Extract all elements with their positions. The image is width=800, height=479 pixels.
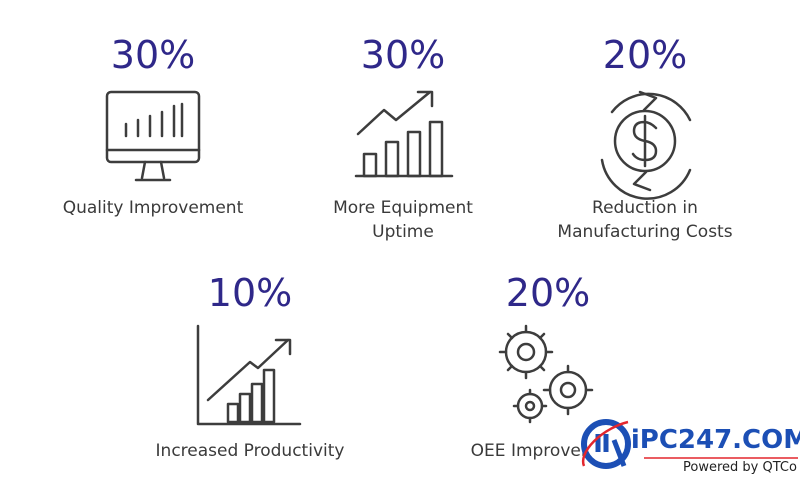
label-line: Increased Productivity bbox=[156, 441, 345, 461]
logo: iPC247.COM Powered by QTCo bbox=[581, 419, 800, 475]
label-line: Quality Improvement bbox=[63, 198, 244, 218]
label: Increased Productivity bbox=[156, 441, 345, 461]
label: Reduction in Manufacturing Costs bbox=[557, 198, 732, 242]
label-line: Uptime bbox=[372, 222, 434, 242]
stat: 20% bbox=[603, 33, 687, 77]
cost-icon bbox=[600, 90, 692, 200]
growth-icon bbox=[354, 90, 454, 178]
monitor-icon bbox=[105, 90, 201, 182]
stat: 30% bbox=[111, 33, 195, 77]
label-line: Manufacturing Costs bbox=[557, 222, 732, 242]
stat: 20% bbox=[506, 271, 590, 315]
productivity-icon bbox=[196, 324, 302, 426]
label: More Equipment Uptime bbox=[333, 198, 473, 242]
tagline: Powered by QTCo bbox=[683, 460, 797, 475]
brand: iPC247.COM bbox=[631, 425, 800, 455]
stat: 30% bbox=[361, 33, 445, 77]
label: Quality Improvement bbox=[63, 198, 244, 218]
gears-icon bbox=[498, 324, 594, 424]
stat: 10% bbox=[208, 271, 292, 315]
label-line: More Equipment bbox=[333, 198, 473, 218]
label-line: Reduction in bbox=[592, 198, 698, 218]
